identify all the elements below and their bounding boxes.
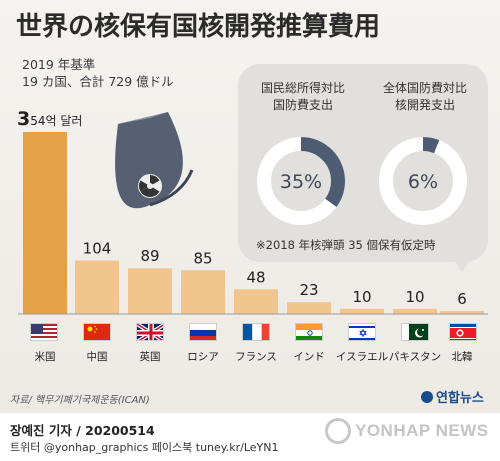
donut-2-value: 6% xyxy=(408,171,438,193)
donut-1-caption: 国民総所得対比 国防費支出 xyxy=(248,80,358,114)
flag-india-icon xyxy=(295,323,323,341)
bar-value-label-7: 10 xyxy=(352,288,371,306)
donut-2-caption: 全体国防費対比 核開発支出 xyxy=(370,80,480,114)
flag-pakistan-icon xyxy=(401,323,429,341)
bar-value-label-8: 10 xyxy=(405,288,424,306)
donut-1-value: 35% xyxy=(280,171,322,193)
category-label-6: インド xyxy=(293,351,325,363)
agency-logo: 연합뉴스 xyxy=(421,387,484,406)
bar-value-label-1: 354억 달러 xyxy=(17,108,82,130)
bar-7 xyxy=(340,308,384,314)
donut-2-label: 全体国防費対比 核開発支出 xyxy=(382,81,467,112)
flag-france-icon xyxy=(242,323,270,341)
social-links: 트위터 @yonhap_graphics 페이스북 tuney.kr/LeYN1 xyxy=(10,441,279,454)
bar-value-label-6: 23 xyxy=(299,281,318,299)
bar-5 xyxy=(234,289,278,314)
panel-pointer xyxy=(455,262,469,272)
bar-value-label-2: 104 xyxy=(83,240,112,258)
bar-value-label-4: 85 xyxy=(193,249,212,267)
sources-note: 자료/ 핵무기폐기국제운동(ICAN) xyxy=(10,395,150,406)
bar-6 xyxy=(287,302,331,314)
category-label-1: 米国 xyxy=(34,351,56,363)
donut-1-label: 国民総所得対比 国防費支出 xyxy=(260,81,345,112)
credit-line: 장예진 기자 / 20200514 xyxy=(10,423,155,438)
bar-value-label-5: 48 xyxy=(246,268,265,286)
bar-4 xyxy=(181,270,225,314)
agency-logo-text: 연합뉴스 xyxy=(436,391,484,406)
category-label-7: イスラエル xyxy=(335,351,389,363)
page-title: 世界の核保有国核開発推算費用 xyxy=(16,12,381,42)
warhead-illustration xyxy=(115,112,194,209)
subtitle-total: 19 カ国、合計 729 億ドル xyxy=(22,74,174,89)
donut-1-slice xyxy=(257,137,345,225)
flag-uk-icon xyxy=(136,323,164,341)
category-label-8: パキスタン xyxy=(388,351,442,363)
category-label-2: 中国 xyxy=(86,351,108,363)
watermark: YONHAP NEWS xyxy=(325,418,489,444)
bar-2 xyxy=(75,260,119,314)
flag-usa-icon xyxy=(30,323,58,341)
flag-russia-icon xyxy=(189,323,217,341)
category-label-9: 北韓 xyxy=(451,351,473,363)
assumption-note: ※2018 年核弾頭 35 個保有仮定時 xyxy=(256,238,436,252)
flag-israel-icon xyxy=(348,323,376,341)
watermark-logo-icon xyxy=(325,418,351,444)
category-label-4: ロシア xyxy=(187,351,219,363)
bar-9 xyxy=(440,310,484,314)
bar-value-label-9: 6 xyxy=(457,290,467,308)
bar-3 xyxy=(128,268,172,314)
bar-8 xyxy=(393,308,437,314)
category-label-3: 英国 xyxy=(139,351,161,363)
bar-value-label-3: 89 xyxy=(140,247,159,265)
donut-2-slice xyxy=(379,137,467,225)
flag-north-korea-icon xyxy=(449,323,477,341)
subtitle-year: 2019 年基準 xyxy=(22,57,96,72)
category-label-5: フランス xyxy=(235,351,277,363)
watermark-text: YONHAP NEWS xyxy=(355,421,489,440)
flag-china-icon xyxy=(83,323,111,341)
bar-1 xyxy=(23,132,67,314)
agency-logo-icon xyxy=(421,391,433,403)
footer-bar xyxy=(0,413,500,461)
ratio-panel xyxy=(238,64,488,262)
